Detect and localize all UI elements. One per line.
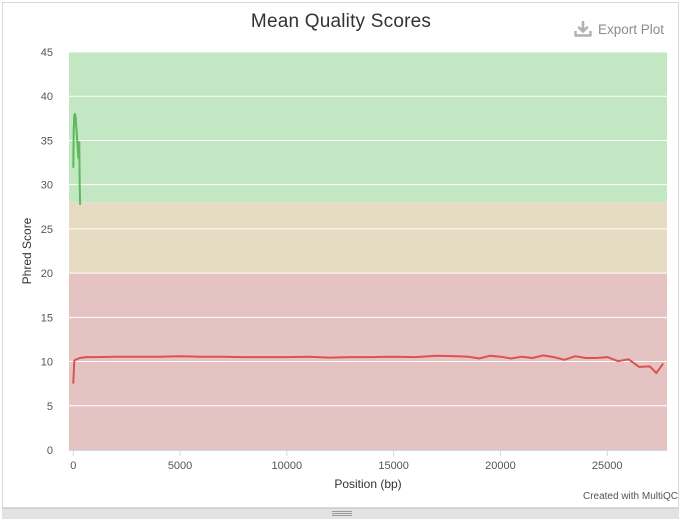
y-tick-label: 25: [41, 224, 53, 236]
x-tick-label: 15000: [378, 460, 409, 472]
resize-handle[interactable]: [2, 508, 679, 519]
y-tick-label: 10: [41, 357, 53, 369]
grip-icon: [332, 511, 352, 516]
x-tick-label: 10000: [272, 460, 303, 472]
x-tick-label: 25000: [592, 460, 623, 472]
series-line-pass[interactable]: [72, 112, 82, 206]
y-tick-label: 0: [47, 445, 53, 457]
x-tick-label: 0: [70, 460, 76, 472]
export-plot-label: Export Plot: [597, 21, 664, 37]
y-tick-label: 20: [41, 268, 53, 280]
y-tick-label: 5: [47, 401, 53, 413]
y-tick-label: 40: [41, 91, 53, 103]
x-tick-label: 5000: [168, 460, 192, 472]
series-line-fail[interactable]: [72, 354, 664, 384]
band-good: [69, 52, 667, 203]
chart-title: Mean Quality Scores: [250, 11, 432, 32]
y-tick-label: 30: [41, 180, 53, 192]
x-axis-label: Position (bp): [334, 477, 401, 491]
y-axis-label: Phred Score: [20, 217, 34, 284]
band-warn: [69, 202, 667, 274]
y-tick-label: 35: [41, 135, 53, 147]
download-icon: [574, 21, 592, 37]
created-with-credit[interactable]: Created with MultiQC: [582, 491, 678, 502]
y-tick-label: 15: [41, 312, 53, 324]
x-tick-label: 20000: [485, 460, 516, 472]
export-plot-button[interactable]: Export Plot: [574, 19, 664, 39]
y-tick-label: 45: [41, 47, 53, 59]
